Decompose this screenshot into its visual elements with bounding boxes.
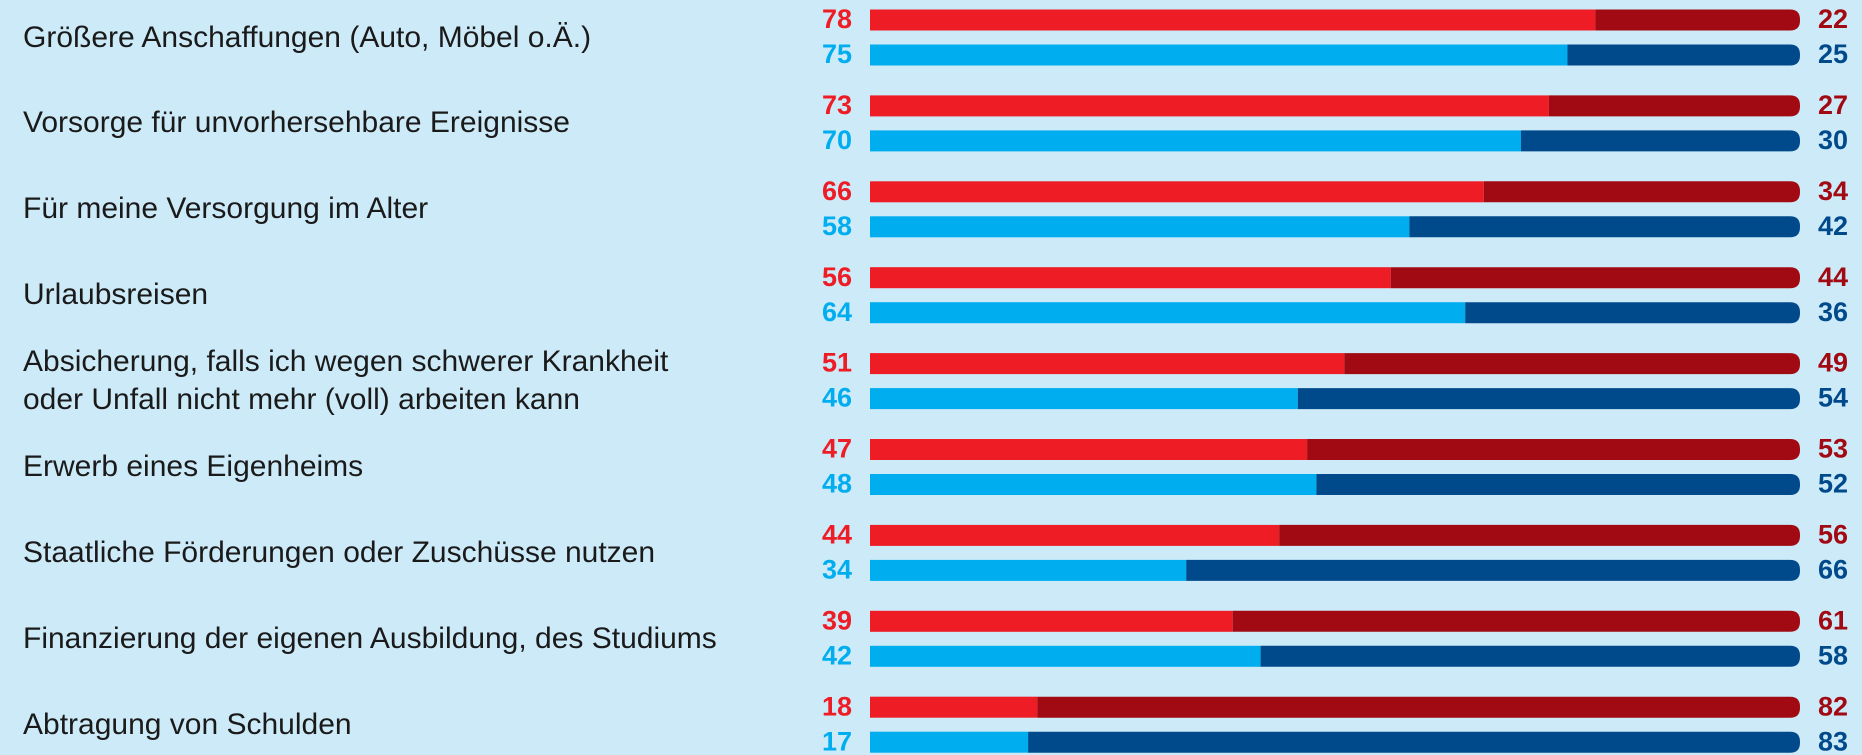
bar-segment	[870, 524, 1280, 546]
value-label: 27	[1818, 90, 1848, 120]
bar-segment	[870, 44, 1568, 66]
value-label: 83	[1818, 726, 1848, 755]
bar-segment	[870, 216, 1410, 238]
value-label: 58	[1818, 640, 1848, 670]
bar-segment	[1409, 216, 1800, 238]
bar-segment	[1465, 302, 1800, 324]
value-label: 58	[822, 211, 852, 241]
category-label: Staatliche Förderungen oder Zuschüsse nu…	[23, 535, 656, 569]
category-label: Finanzierung der eigenen Ausbildung, des…	[23, 621, 717, 655]
value-label: 36	[1818, 297, 1848, 327]
bar-segment	[1297, 388, 1800, 410]
value-label: 56	[1818, 520, 1848, 550]
value-label: 52	[1818, 469, 1848, 499]
bar-segment	[1037, 696, 1800, 718]
value-label: 70	[822, 125, 852, 155]
bar-segment	[870, 474, 1317, 495]
value-label: 47	[822, 434, 852, 464]
bar-segment	[870, 9, 1596, 31]
value-label: 75	[822, 39, 852, 69]
category-label: Für meine Versorgung im Alter	[23, 192, 429, 226]
bar-segment	[1521, 130, 1800, 152]
bar-segment	[1483, 181, 1800, 203]
bar-segment	[870, 696, 1038, 718]
bar-segment	[1186, 559, 1800, 581]
bar-segment	[870, 130, 1521, 152]
bar-segment	[1344, 353, 1800, 375]
bar-segment	[1279, 524, 1800, 546]
value-label: 73	[822, 90, 852, 120]
bar-segment	[870, 388, 1298, 410]
value-label: 34	[822, 555, 852, 585]
bar-segment	[870, 95, 1549, 117]
value-label: 46	[822, 383, 852, 413]
value-label: 44	[822, 520, 852, 550]
bar-segment	[870, 559, 1187, 581]
bar-segment	[1390, 267, 1800, 289]
category-label: Abtragung von Schulden	[23, 707, 352, 741]
value-label: 78	[822, 4, 852, 34]
bar-segment	[870, 181, 1484, 203]
value-label: 64	[822, 297, 852, 327]
category-label: Absicherung, falls ich wegen schwerer Kr…	[23, 345, 669, 417]
value-label: 22	[1818, 4, 1848, 34]
category-label: Größere Anschaffungen (Auto, Möbel o.Ä.)	[23, 20, 592, 54]
value-label: 44	[1818, 262, 1848, 292]
value-label: 48	[822, 469, 852, 499]
bar-segment	[870, 645, 1261, 667]
bar-segment	[870, 353, 1345, 375]
bar-segment	[870, 302, 1466, 324]
value-label: 82	[1818, 691, 1848, 721]
bar-segment	[870, 439, 1308, 460]
value-label: 53	[1818, 434, 1848, 464]
bar-segment	[870, 267, 1391, 289]
value-label: 56	[822, 262, 852, 292]
value-label: 17	[822, 726, 852, 755]
value-label: 61	[1818, 605, 1848, 635]
value-label: 66	[822, 176, 852, 206]
bar-segment	[870, 731, 1029, 753]
value-label: 42	[1818, 211, 1848, 241]
bar-segment	[1548, 95, 1800, 117]
category-label: Erwerb eines Eigenheims	[23, 450, 364, 483]
value-label: 54	[1818, 383, 1848, 413]
value-label: 39	[822, 605, 852, 635]
value-label: 49	[1818, 348, 1848, 378]
bar-segment	[1028, 731, 1800, 753]
bar-segment	[1567, 44, 1800, 66]
value-label: 51	[822, 348, 852, 378]
category-label: Urlaubsreisen	[23, 278, 209, 312]
value-label: 66	[1818, 555, 1848, 585]
value-label: 42	[822, 640, 852, 670]
value-label: 30	[1818, 125, 1848, 155]
value-label: 25	[1818, 39, 1848, 69]
bar-segment	[1595, 9, 1800, 31]
value-label: 18	[822, 691, 852, 721]
bar-segment	[1307, 439, 1800, 460]
bar-segment	[1316, 474, 1800, 495]
bar-segment	[1260, 645, 1800, 667]
bar-segment	[870, 610, 1233, 632]
bar-segment	[1232, 610, 1800, 632]
value-label: 34	[1818, 176, 1848, 206]
category-label: Vorsorge für unvorhersehbare Ereignisse	[23, 106, 570, 140]
